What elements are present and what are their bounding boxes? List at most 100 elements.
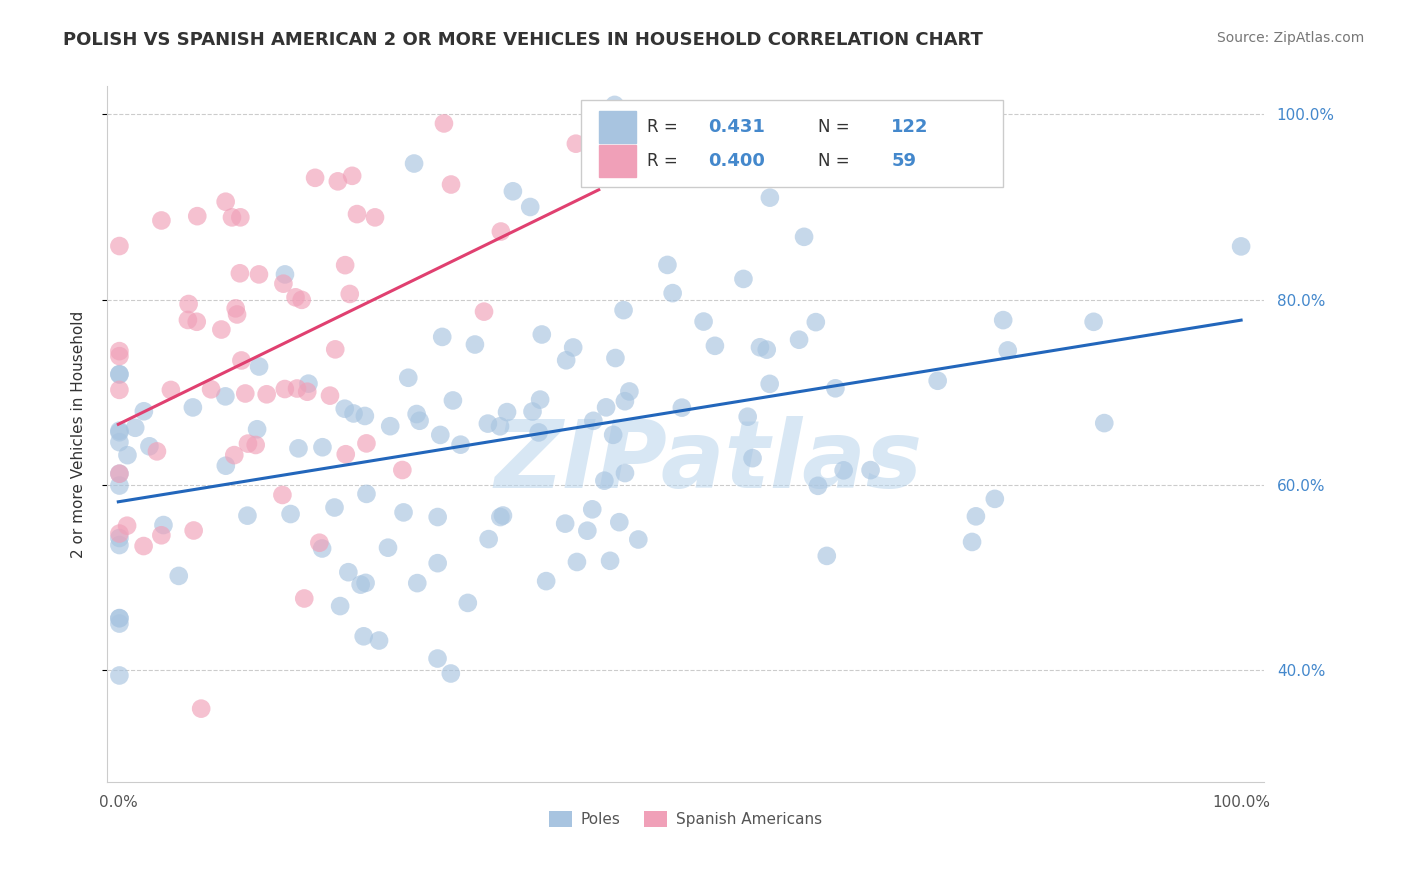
Point [478,532,501,546]
Point [224,448,246,462]
Point [605,351,627,365]
Point [108,531,131,545]
Point [337,565,360,579]
Point [391,463,413,477]
Text: N =: N = [818,152,855,169]
Point [335,447,357,461]
Point [489,419,512,434]
Point [326,174,349,188]
Point [477,417,499,431]
Point [150,213,173,227]
Point [824,381,846,395]
Point [755,343,778,357]
Point [291,293,314,307]
Legend: Poles, Spanish Americans: Poles, Spanish Americans [543,805,828,833]
Point [472,304,495,318]
Point [274,382,297,396]
Point [364,211,387,225]
Point [457,596,479,610]
Point [124,421,146,435]
Point [614,466,637,480]
Point [311,440,333,454]
Point [108,368,131,382]
Point [236,436,259,450]
Point [308,535,330,549]
Point [117,448,139,462]
Point [793,230,815,244]
Point [271,488,294,502]
Point [433,116,456,130]
Point [612,303,634,318]
Point [221,211,243,225]
Point [859,463,882,477]
Point [287,442,309,456]
Point [993,313,1015,327]
Text: POLISH VS SPANISH AMERICAN 2 OR MORE VEHICLES IN HOUSEHOLD CORRELATION CHART: POLISH VS SPANISH AMERICAN 2 OR MORE VEH… [63,31,983,49]
Point [565,555,588,569]
Point [749,340,772,354]
Point [529,392,551,407]
Point [108,383,131,397]
Point [737,409,759,424]
Point [832,463,855,477]
Point [329,599,352,613]
Text: R =: R = [647,118,683,136]
Point [613,394,636,409]
Point [132,404,155,418]
Point [534,574,557,588]
Point [426,510,449,524]
Text: 0.431: 0.431 [709,118,765,136]
Point [346,207,368,221]
Point [311,541,333,556]
Point [247,268,270,282]
Point [108,424,131,438]
Point [396,370,419,384]
Point [657,258,679,272]
Point [108,425,131,440]
Point [1083,315,1105,329]
Point [108,668,131,682]
Point [392,505,415,519]
Point [464,337,486,351]
Point [997,343,1019,358]
Point [356,487,378,501]
Point [595,401,617,415]
Point [108,611,131,625]
Point [582,414,605,428]
Point [340,169,363,183]
Point [225,301,247,316]
Point [692,314,714,328]
Point [226,308,249,322]
Point [138,439,160,453]
Point [323,343,346,357]
Text: Source: ZipAtlas.com: Source: ZipAtlas.com [1216,31,1364,45]
Point [108,239,131,253]
Point [108,611,131,625]
Point [233,386,256,401]
Point [450,438,472,452]
Point [215,458,238,473]
Point [229,266,252,280]
Point [527,425,550,440]
Point [380,419,402,434]
Point [333,258,356,272]
Point [733,272,755,286]
Point [960,535,983,549]
Point [492,508,515,523]
Point [108,435,131,450]
Point [815,549,838,563]
Point [108,367,131,381]
Point [108,526,131,541]
Point [349,577,371,591]
Point [599,554,621,568]
Point [440,666,463,681]
Point [565,136,588,151]
Point [186,315,208,329]
Point [581,502,603,516]
Point [984,491,1007,506]
Point [522,404,544,418]
Point [489,225,512,239]
Point [152,518,174,533]
Point [132,539,155,553]
Point [177,313,200,327]
